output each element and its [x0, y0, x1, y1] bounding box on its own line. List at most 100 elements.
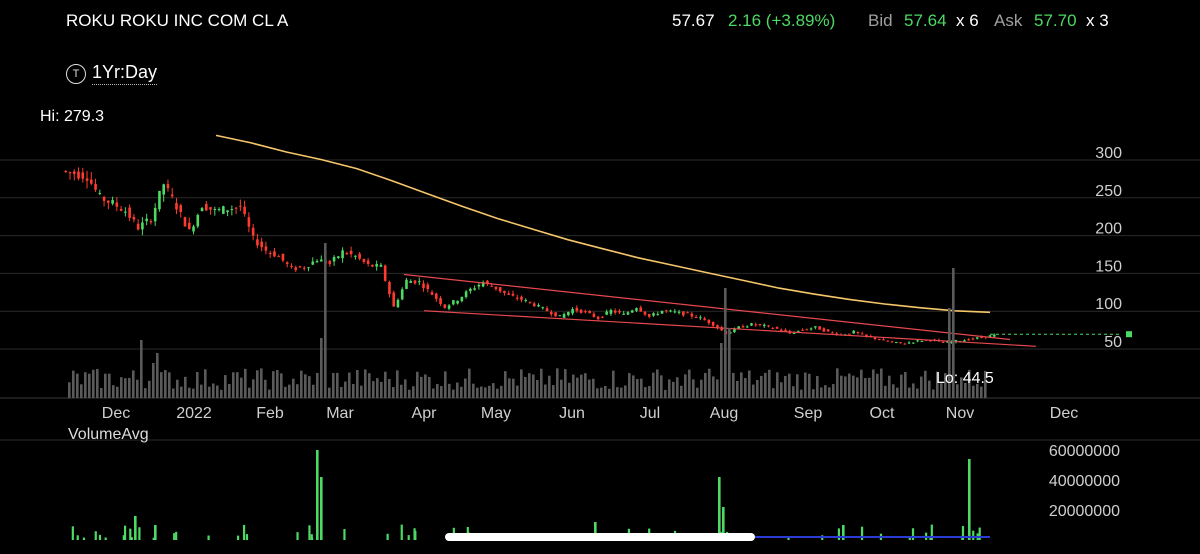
volume-bar — [448, 383, 451, 398]
candle-body — [686, 312, 689, 314]
candle-body — [916, 340, 919, 342]
volume-bar — [232, 372, 235, 398]
volume-bar — [624, 385, 627, 398]
volume-bar — [772, 388, 775, 398]
candle-body — [260, 241, 263, 248]
candle-body — [315, 261, 319, 263]
volume-bar — [588, 379, 591, 398]
volume-small-bar — [961, 526, 965, 540]
volume-spike-bar — [134, 516, 137, 540]
volume-bar — [816, 375, 819, 398]
volume-bar — [936, 371, 939, 398]
candle-body — [758, 324, 762, 326]
candle-body — [562, 314, 566, 318]
candle-body — [626, 312, 630, 315]
volume-tick-label: 20000000 — [1049, 503, 1120, 520]
volume-bar — [820, 387, 823, 398]
candle-body — [950, 341, 953, 343]
candle-body — [132, 216, 136, 220]
candle-body — [141, 222, 144, 230]
bid-label: Bid — [868, 11, 893, 30]
volume-bar — [632, 375, 635, 398]
candle-body — [963, 340, 966, 342]
range-selector-button[interactable]: T 1Yr:Day — [66, 62, 158, 85]
candle-body — [609, 310, 613, 314]
volume-small-bar — [860, 526, 864, 540]
candle-body — [571, 309, 574, 314]
volume-bar — [436, 384, 439, 398]
home-indicator[interactable] — [445, 533, 755, 541]
volume-bar — [224, 375, 227, 398]
candle-body — [852, 330, 856, 334]
candle-body — [907, 342, 911, 344]
y-tick-label: 250 — [1095, 183, 1122, 200]
candle-body — [89, 179, 93, 184]
symbol-name: ROKU ROKU INC COM CL A — [66, 11, 289, 30]
candle-body — [417, 281, 421, 283]
bid-price: 57.64 — [904, 11, 947, 30]
volume-small-bar — [104, 537, 107, 540]
candle-body — [192, 226, 195, 232]
candle-body — [290, 265, 293, 267]
candle-body — [762, 324, 766, 326]
volume-bar — [600, 387, 603, 398]
volume-bar — [76, 373, 79, 398]
candle-body — [894, 341, 898, 343]
volume-bar — [696, 387, 699, 398]
volume-bar — [400, 384, 403, 398]
candle-body — [592, 313, 596, 317]
volume-bar — [112, 385, 115, 398]
candle-body — [68, 172, 72, 174]
candle-body — [234, 207, 238, 209]
x-tick-label: Jun — [559, 405, 585, 422]
candle-body — [439, 298, 442, 304]
volume-small-bar — [296, 532, 299, 540]
candle-body — [656, 313, 660, 315]
candle-body — [115, 202, 119, 207]
candle-body — [694, 317, 698, 319]
candle-body — [528, 301, 532, 303]
candle-body — [251, 227, 255, 236]
candle-body — [975, 337, 979, 339]
volume-bar — [108, 373, 111, 398]
volume-bar — [120, 377, 123, 398]
volume-bar — [432, 388, 435, 398]
candle-body — [856, 331, 860, 333]
volume-bar — [496, 388, 499, 398]
x-tick-label: Aug — [710, 405, 738, 422]
candle-body — [545, 308, 549, 312]
volume-bar — [92, 369, 95, 398]
candle-body — [371, 264, 374, 267]
volume-bar — [852, 375, 855, 398]
candle-body — [349, 250, 353, 255]
candle-body — [639, 307, 643, 312]
candle-body — [136, 223, 140, 230]
volume-bar — [128, 377, 131, 398]
volume-bar — [68, 382, 71, 398]
volume-bar — [948, 308, 951, 398]
candle-body — [447, 305, 451, 309]
candle-body — [204, 203, 208, 211]
volume-bar — [508, 378, 511, 398]
candle-body — [153, 207, 157, 222]
volume-bar — [968, 369, 971, 398]
volume-bar — [584, 373, 587, 398]
candle-body — [328, 261, 332, 264]
volume-bar — [956, 384, 959, 398]
volume-small-bar — [94, 531, 97, 540]
volume-small-bar — [71, 526, 74, 540]
volume-bar — [848, 373, 851, 398]
volume-bar — [732, 373, 735, 398]
volume-bar — [896, 387, 899, 398]
volume-bar — [788, 373, 791, 398]
volume-bar — [616, 387, 619, 398]
x-tick-label: Dec — [1050, 405, 1078, 422]
volume-bar — [116, 386, 119, 398]
volume-bar — [100, 387, 103, 398]
candle-body — [400, 289, 404, 300]
candle-body — [699, 317, 702, 319]
volume-bar — [196, 371, 199, 398]
volume-bar — [912, 383, 915, 398]
volume-bar — [416, 371, 419, 398]
